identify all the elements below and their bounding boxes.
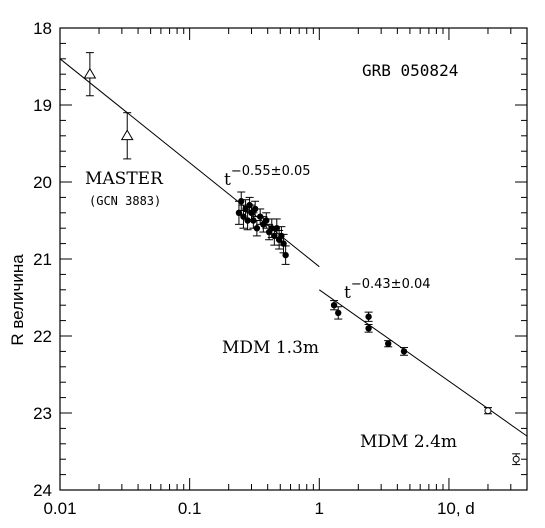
mdm13-point	[365, 313, 372, 320]
x-tick-label: 0.01	[43, 499, 76, 518]
mdm13-point	[238, 198, 245, 205]
y-tick-label: 23	[33, 404, 52, 423]
y-tick-label: 20	[33, 173, 52, 192]
axis-ticks: 18 19 20 21 22 23 240.01 0.1 1 10, d	[33, 19, 528, 518]
mdm13-point	[251, 205, 259, 213]
mdm24-point	[512, 455, 520, 463]
mdm13-point	[330, 302, 338, 309]
fit2-label: t−0.43±0.04	[344, 277, 431, 303]
x-tick-label: 10, d	[437, 499, 475, 518]
fit-line	[319, 289, 528, 437]
y-tick-label: 21	[33, 250, 52, 269]
y-tick-label: 24	[33, 481, 52, 500]
mdm13-point	[253, 225, 261, 232]
fit-line	[59, 58, 320, 268]
mdm13-point	[282, 251, 289, 259]
gcn-label: (GCN 3883)	[89, 194, 161, 208]
x-tick-label: 0.1	[178, 499, 202, 518]
plot-frame	[59, 27, 528, 491]
data-points	[83, 52, 521, 466]
y-tick-label: 22	[33, 327, 52, 346]
y-tick-label: 19	[33, 96, 52, 115]
mdm13-point	[365, 325, 372, 332]
fit1-t: t	[224, 170, 231, 190]
mdm24-point	[484, 407, 492, 415]
mdm13-point	[280, 240, 287, 247]
mdm13-label: MDM 1.3m	[222, 338, 319, 358]
mdm13-point	[335, 309, 342, 317]
mdm13-point	[242, 205, 249, 213]
fit2-t: t	[344, 283, 351, 303]
master-point	[120, 129, 134, 141]
y-tick-label: 18	[33, 19, 52, 38]
mdm13-point	[263, 217, 270, 224]
mdm13-point	[400, 348, 408, 355]
master-label: MASTER	[85, 169, 164, 189]
x-tick-label: 1	[315, 499, 324, 518]
master-point	[83, 67, 97, 79]
fit-lines	[59, 58, 528, 437]
fit1-exponent: −0.55±0.05	[231, 164, 311, 179]
mdm24-label: MDM 2.4m	[360, 432, 457, 452]
y-axis-label: R величина	[8, 254, 27, 346]
fit2-exponent: −0.43±0.04	[351, 277, 431, 292]
fit1-label: t−0.55±0.05	[224, 164, 311, 190]
mdm13-point	[235, 209, 243, 216]
grb-label: GRB 050824	[362, 61, 458, 80]
mdm13-point	[385, 340, 392, 347]
